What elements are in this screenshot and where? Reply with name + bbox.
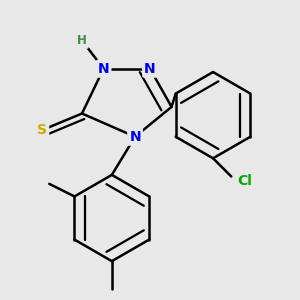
Text: N: N [144, 62, 156, 76]
Text: N: N [98, 62, 109, 76]
Text: N: N [129, 130, 141, 144]
Text: H: H [77, 34, 87, 47]
Text: S: S [37, 123, 47, 137]
Text: Cl: Cl [237, 173, 252, 188]
